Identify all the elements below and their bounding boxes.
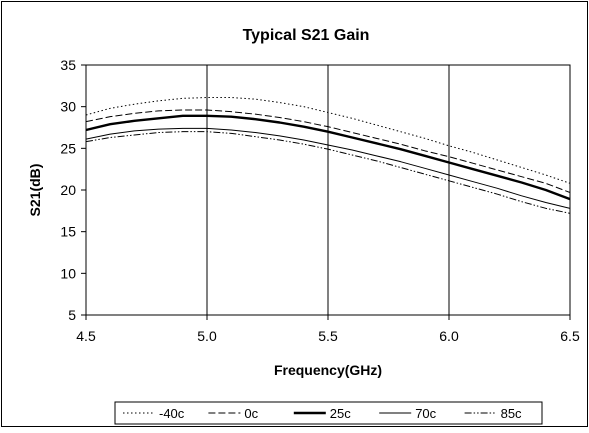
y-tick-label: 30 <box>60 99 76 115</box>
legend: -40c 0c 25c 70c 85c <box>114 401 543 425</box>
y-tick-label: 35 <box>60 57 76 73</box>
x-tick-label: 6.5 <box>560 328 580 344</box>
legend-label: 0c <box>244 406 258 421</box>
y-tick-label: 15 <box>60 224 76 240</box>
x-tick-label: 6.0 <box>439 328 459 344</box>
series-line-0c <box>85 109 571 193</box>
x-tick-label: 5.5 <box>318 328 338 344</box>
series-line-85c <box>85 131 571 214</box>
plot-area: 5 10 15 20 25 30 35 4.5 5.0 5.5 6.0 6.5 <box>60 57 580 344</box>
chart-title: Typical S21 Gain <box>243 27 370 44</box>
y-tick-label: 20 <box>60 182 76 198</box>
legend-label: 25c <box>330 406 351 421</box>
legend-label: 85c <box>501 406 522 421</box>
series-line--40c <box>85 97 571 184</box>
x-axis-label: Frequency(GHz) <box>274 362 382 378</box>
x-tick-label: 4.5 <box>76 328 96 344</box>
series-line-25c <box>85 114 571 201</box>
y-tick-label: 25 <box>60 140 76 156</box>
y-tick-label: 5 <box>68 307 76 323</box>
y-axis-label: S21(dB) <box>27 164 43 217</box>
y-tick-label: 10 <box>60 265 76 281</box>
legend-label: -40c <box>159 406 185 421</box>
legend-box <box>114 401 543 425</box>
series-line-70c <box>85 127 571 209</box>
x-tick-label: 5.0 <box>197 328 217 344</box>
legend-label: 70c <box>415 406 436 421</box>
